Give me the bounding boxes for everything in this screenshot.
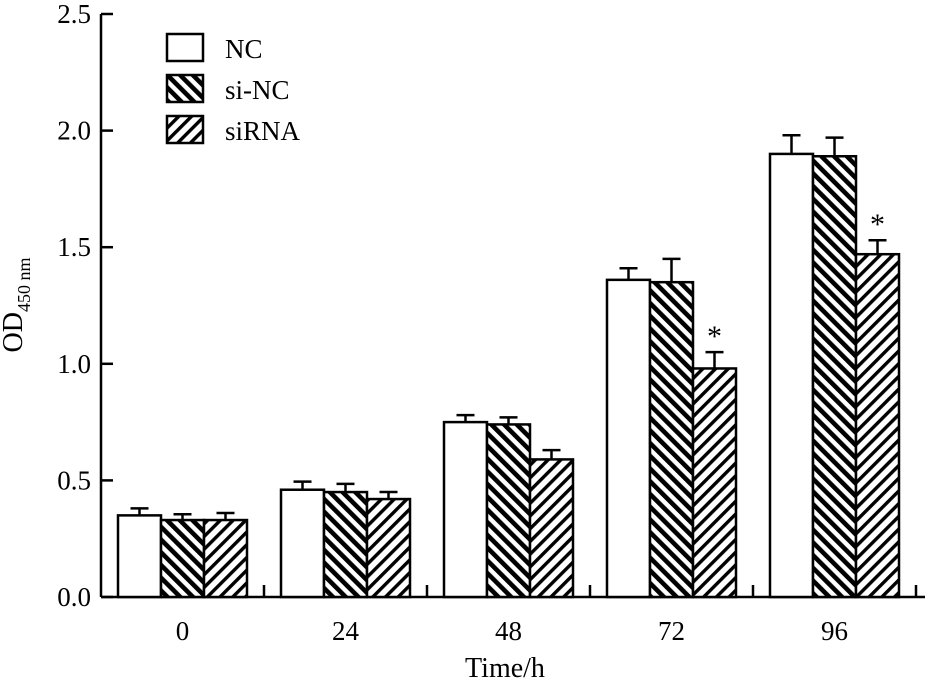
bar-si-NC-72: [648, 280, 695, 599]
legend-label-si-NC: si-NC: [225, 75, 290, 105]
bar-siRNA-0: [202, 518, 249, 599]
y-tick-label: 0.0: [57, 582, 91, 612]
significance-marker: *: [707, 320, 722, 353]
legend-swatch-si-NC: [165, 73, 205, 104]
x-tick-label: 72: [658, 616, 685, 646]
bar-NC-0: [116, 514, 163, 599]
x-tick-label: 96: [821, 616, 848, 646]
x-tick-label: 24: [332, 616, 360, 646]
x-tick-label: 48: [495, 616, 522, 646]
bar-si-NC-48: [485, 423, 532, 599]
bar-NC-48: [442, 420, 489, 599]
y-tick-label: 0.5: [57, 465, 91, 495]
y-tick-label: 1.5: [57, 232, 91, 262]
x-tick-label: 0: [176, 616, 190, 646]
y-axis-title-subscript: 450 nm: [14, 258, 34, 313]
legend: NC si-NC siRNA: [165, 32, 301, 146]
legend-swatch-NC: [165, 32, 205, 63]
bar-siRNA-72: [691, 367, 738, 599]
y-tick-label: 2.0: [57, 116, 91, 146]
y-axis-title-main: OD: [0, 312, 29, 352]
y-axis-title: OD450 nm: [0, 258, 34, 353]
legend-swatch-siRNA: [165, 114, 205, 145]
bar-si-NC-96: [811, 155, 858, 599]
x-axis-title: Time/h: [465, 653, 545, 683]
svg-text:OD450 nm: OD450 nm: [0, 258, 34, 353]
bar-siRNA-96: [854, 252, 901, 599]
plot-area: 0.0 0.5 1.0 1.5 2.0 2.5 0 24 48 72 96 * *: [57, 0, 925, 646]
legend-label-siRNA: siRNA: [225, 116, 301, 146]
y-tick-label: 1.0: [57, 349, 91, 379]
bar-si-NC-0: [159, 518, 206, 599]
bar-NC-24: [279, 488, 326, 599]
bar-NC-96: [768, 152, 815, 599]
bar-siRNA-48: [528, 458, 575, 599]
bar-NC-72: [605, 278, 652, 599]
significance-marker: *: [870, 208, 885, 241]
bar-si-NC-24: [322, 490, 369, 599]
bar-siRNA-24: [365, 497, 412, 599]
legend-label-NC: NC: [225, 34, 263, 64]
y-tick-label: 2.5: [57, 0, 91, 29]
